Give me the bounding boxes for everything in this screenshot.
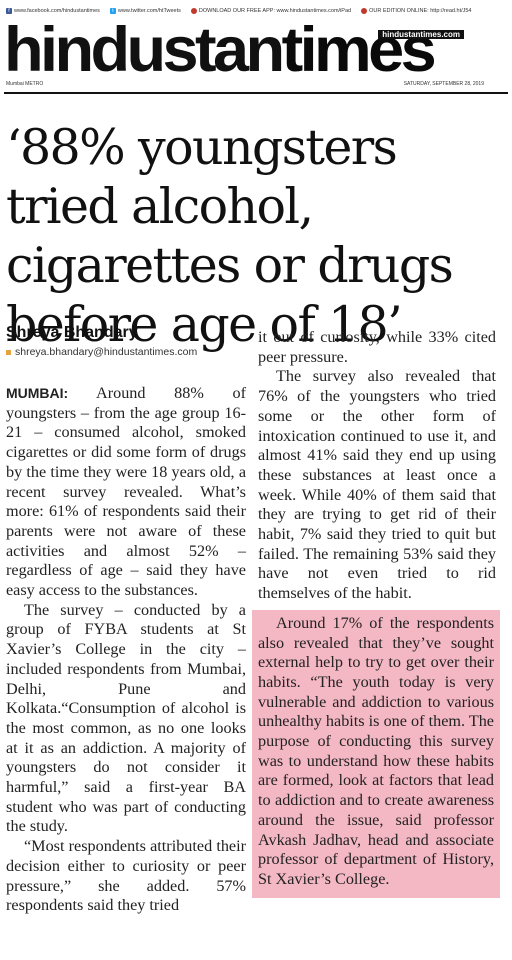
highlighted-paragraph: Around 17% of the respondents also revea… — [252, 609, 500, 898]
twitter-link[interactable]: t www.twitter.com/htTweets — [109, 8, 181, 14]
epaper-icon — [361, 8, 368, 14]
app-link[interactable]: DOWNLOAD OUR FREE APP: www.hindustantime… — [190, 8, 352, 14]
social-links-bar: f www.facebook.com/hindustantimes t www.tw… — [6, 6, 506, 16]
edition-line: Mumbai METRO SATURDAY, SEPTEMBER 28, 201… — [4, 80, 508, 90]
bullet-icon — [6, 349, 11, 355]
facebook-icon: f — [6, 8, 12, 14]
epaper-text: OUR EDITION ONLINE: http://read.ht/J54 — [369, 8, 472, 14]
masthead: hindustantimes hindustantimes.com — [4, 14, 508, 88]
paragraph-1: MUMBAI: Around 88% of youngsters – from … — [6, 384, 246, 601]
byline-author: Shreya Bhandary — [6, 324, 138, 341]
paragraph-1-text: Around 88% of youngsters – from the age … — [6, 384, 246, 600]
headline: ‘88% youngsters tried alcohol, cigarette… — [6, 119, 454, 353]
masthead-rule — [4, 92, 508, 94]
epaper-link[interactable]: OUR EDITION ONLINE: http://read.ht/J54 — [361, 8, 472, 14]
paragraph-3: “Most respondents attributed their decis… — [6, 837, 246, 915]
twitter-icon: t — [109, 8, 116, 14]
site-url: hindustantimes.com — [378, 30, 464, 39]
facebook-link[interactable]: f www.facebook.com/hindustantimes — [6, 8, 100, 14]
byline-email: shreya.bhandary@hindustantimes.com — [6, 346, 197, 358]
paragraph-3-continued: it out of curiosity, while 33% cited pee… — [258, 328, 496, 366]
article-column-2: it out of curiosity, while 33% cited pee… — [252, 328, 500, 898]
app-icon — [190, 8, 197, 14]
paragraph-4: The survey also revealed that 76% of the… — [258, 367, 496, 603]
logo-hindustan: hindustan — [4, 15, 285, 85]
twitter-url: www.twitter.com/htTweets — [117, 8, 181, 14]
facebook-url: www.facebook.com/hindustantimes — [14, 8, 100, 14]
logo-times: times — [281, 15, 437, 85]
paragraph-2: The survey – conducted by a group of FYB… — [6, 600, 246, 836]
newspaper-logo: hindustantimes — [4, 14, 437, 86]
dateline: MUMBAI: — [6, 385, 69, 401]
email-text: shreya.bhandary@hindustantimes.com — [15, 346, 198, 358]
edition-date: SATURDAY, SEPTEMBER 28, 2019 — [403, 81, 484, 87]
edition-name: Mumbai METRO — [6, 81, 44, 87]
app-text: DOWNLOAD OUR FREE APP: www.hindustantime… — [198, 8, 352, 14]
article-column-1: MUMBAI: Around 88% of youngsters – from … — [6, 384, 246, 916]
